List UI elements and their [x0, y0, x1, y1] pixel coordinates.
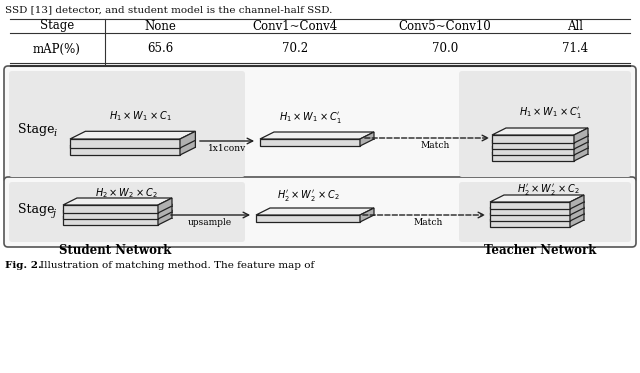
Polygon shape	[63, 210, 172, 217]
Polygon shape	[158, 204, 172, 219]
FancyBboxPatch shape	[4, 177, 636, 247]
Polygon shape	[574, 134, 588, 149]
Polygon shape	[180, 131, 195, 148]
FancyBboxPatch shape	[4, 66, 636, 182]
Text: Illustration of matching method. The feature map of: Illustration of matching method. The fea…	[40, 260, 314, 270]
Polygon shape	[260, 139, 360, 146]
Text: SSD [13] detector, and student model is the channel-half SSD.: SSD [13] detector, and student model is …	[5, 6, 332, 15]
Polygon shape	[490, 202, 570, 209]
Text: $H_2' \times W_2' \times C_2$: $H_2' \times W_2' \times C_2$	[516, 182, 579, 197]
Polygon shape	[63, 198, 172, 205]
Polygon shape	[70, 138, 195, 146]
Text: $H_2 \times W_2 \times C_2$: $H_2 \times W_2 \times C_2$	[95, 186, 157, 200]
Polygon shape	[490, 201, 584, 208]
Polygon shape	[570, 213, 584, 227]
Polygon shape	[63, 204, 172, 211]
FancyBboxPatch shape	[9, 71, 245, 177]
Polygon shape	[260, 132, 374, 139]
Polygon shape	[256, 215, 360, 222]
Polygon shape	[360, 208, 374, 222]
Polygon shape	[492, 135, 574, 143]
Text: mAP(%): mAP(%)	[33, 43, 81, 56]
Text: upsample: upsample	[188, 218, 232, 227]
Polygon shape	[158, 210, 172, 225]
Text: 71.4: 71.4	[562, 43, 588, 56]
Text: Conv5~Conv10: Conv5~Conv10	[399, 19, 492, 32]
Polygon shape	[574, 146, 588, 161]
Text: 65.6: 65.6	[147, 43, 173, 56]
Text: All: All	[567, 19, 583, 32]
Polygon shape	[570, 201, 584, 215]
Text: $H_1 \times W_1 \times C_1'$: $H_1 \times W_1 \times C_1'$	[278, 110, 341, 125]
FancyBboxPatch shape	[459, 71, 631, 177]
Polygon shape	[490, 207, 584, 214]
Polygon shape	[492, 140, 588, 147]
Polygon shape	[492, 146, 588, 153]
Polygon shape	[492, 147, 574, 155]
Text: Conv1~Conv4: Conv1~Conv4	[252, 19, 338, 32]
Polygon shape	[574, 140, 588, 155]
FancyBboxPatch shape	[9, 182, 245, 242]
Polygon shape	[63, 217, 158, 225]
Polygon shape	[490, 195, 584, 202]
Polygon shape	[70, 131, 195, 139]
Polygon shape	[490, 220, 570, 227]
Text: 70.2: 70.2	[282, 43, 308, 56]
Polygon shape	[490, 213, 584, 220]
FancyBboxPatch shape	[459, 182, 631, 242]
Text: None: None	[144, 19, 176, 32]
Text: $H_2' \times W_2' \times C_2$: $H_2' \times W_2' \times C_2$	[276, 188, 339, 203]
Polygon shape	[490, 214, 570, 221]
Polygon shape	[490, 208, 570, 215]
Polygon shape	[492, 128, 588, 135]
Text: Teacher Network: Teacher Network	[484, 244, 596, 257]
Text: $H_1 \times W_1 \times C_1$: $H_1 \times W_1 \times C_1$	[109, 109, 172, 123]
Text: Stage: Stage	[18, 204, 54, 216]
Text: Stage: Stage	[18, 122, 54, 135]
Text: i: i	[53, 129, 56, 138]
Text: 70.0: 70.0	[432, 43, 458, 56]
Text: $H_1 \times W_1 \times C_1'$: $H_1 \times W_1 \times C_1'$	[518, 105, 581, 120]
Text: Stage: Stage	[40, 19, 74, 32]
Text: 1x1conv: 1x1conv	[208, 144, 246, 153]
Polygon shape	[570, 207, 584, 221]
Polygon shape	[574, 128, 588, 143]
Polygon shape	[180, 138, 195, 155]
Polygon shape	[492, 134, 588, 141]
Polygon shape	[570, 195, 584, 209]
Text: j: j	[53, 210, 56, 219]
Polygon shape	[360, 132, 374, 146]
Text: Fig. 2.: Fig. 2.	[5, 260, 42, 270]
Polygon shape	[63, 211, 158, 219]
Polygon shape	[256, 208, 374, 215]
Polygon shape	[70, 139, 180, 148]
Text: Match: Match	[413, 218, 443, 227]
Text: Student Network: Student Network	[59, 244, 171, 257]
Polygon shape	[158, 198, 172, 213]
Polygon shape	[63, 205, 158, 213]
Polygon shape	[70, 146, 180, 155]
Text: Match: Match	[420, 141, 450, 150]
Polygon shape	[492, 153, 574, 161]
Polygon shape	[492, 141, 574, 149]
